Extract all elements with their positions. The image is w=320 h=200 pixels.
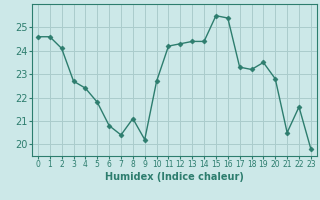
X-axis label: Humidex (Indice chaleur): Humidex (Indice chaleur) (105, 172, 244, 182)
